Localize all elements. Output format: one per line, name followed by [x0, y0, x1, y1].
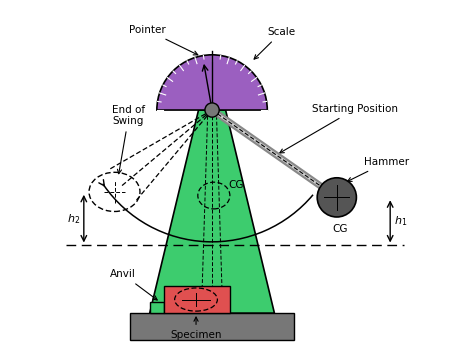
- Bar: [164, 286, 230, 313]
- Text: CG: CG: [333, 224, 348, 234]
- Polygon shape: [150, 110, 274, 313]
- Text: CG: CG: [228, 180, 244, 190]
- Circle shape: [205, 103, 219, 117]
- Text: Anvil: Anvil: [110, 270, 157, 300]
- Bar: [130, 313, 294, 340]
- Circle shape: [317, 178, 356, 217]
- Text: Pointer: Pointer: [129, 25, 198, 55]
- Wedge shape: [157, 55, 267, 110]
- Text: Specimen: Specimen: [170, 317, 222, 340]
- Text: $h_2$: $h_2$: [67, 212, 80, 225]
- Polygon shape: [150, 302, 164, 313]
- Text: $h_1$: $h_1$: [394, 214, 407, 228]
- Text: Starting Position: Starting Position: [280, 104, 398, 153]
- Text: Hammer: Hammer: [347, 157, 409, 181]
- Text: End of
Swing: End of Swing: [112, 105, 146, 174]
- Text: Scale: Scale: [254, 27, 295, 59]
